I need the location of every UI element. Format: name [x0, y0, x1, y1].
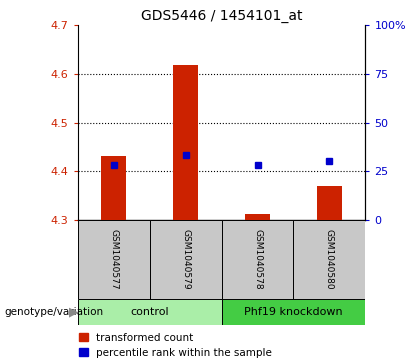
Text: GSM1040578: GSM1040578 [253, 229, 262, 290]
Bar [101, 156, 126, 220]
Legend: transformed count, percentile rank within the sample: transformed count, percentile rank withi… [79, 333, 272, 358]
Text: genotype/variation: genotype/variation [4, 307, 103, 317]
Text: GSM1040580: GSM1040580 [325, 229, 334, 290]
Text: GSM1040579: GSM1040579 [181, 229, 190, 290]
Bar [150, 220, 222, 299]
Text: ▶: ▶ [69, 306, 78, 319]
Bar [78, 299, 222, 325]
Bar [294, 220, 365, 299]
Bar [173, 65, 198, 220]
Bar [317, 185, 342, 220]
Title: GDS5446 / 1454101_at: GDS5446 / 1454101_at [141, 9, 302, 23]
Text: GSM1040577: GSM1040577 [109, 229, 118, 290]
Text: control: control [130, 307, 169, 317]
Bar [222, 299, 365, 325]
Bar [222, 220, 294, 299]
Bar [78, 220, 150, 299]
Text: Phf19 knockdown: Phf19 knockdown [244, 307, 343, 317]
Bar [245, 214, 270, 220]
